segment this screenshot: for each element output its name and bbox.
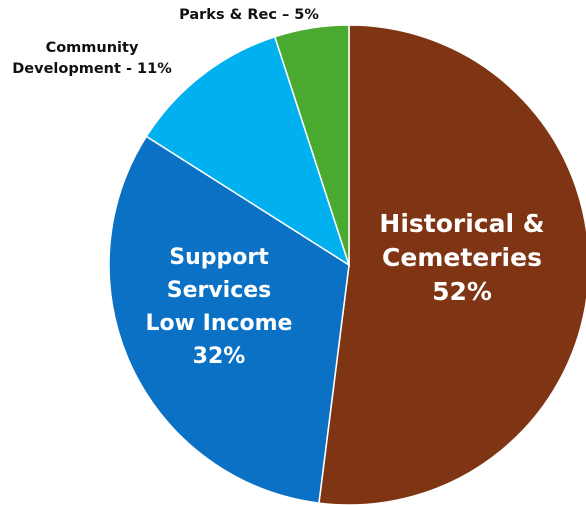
pie-labels: Historical & Cemeteries 52% Support Services… [12, 7, 544, 369]
pie-slice-historical-cemeteries [318, 24, 586, 505]
pie-slice-parks-rec [273, 24, 350, 266]
slice-label-line: Services [167, 278, 272, 303]
slice-label-line: 32% [193, 344, 246, 369]
slice-label-historical-cemeteries: Historical & Cemeteries 52% [379, 209, 544, 306]
slice-label-parks-rec: Parks & Rec – 5% [179, 7, 319, 23]
slice-label-line: Development - 11% [12, 61, 172, 77]
slice-label-line: Parks & Rec – 5% [179, 7, 319, 23]
slice-label-line: Support [169, 245, 269, 270]
slice-label-line: Historical & [379, 209, 544, 238]
slice-label-line: 52% [432, 277, 492, 306]
pie-slice-community-development [145, 35, 351, 267]
pie-slice-support-services-low-income [108, 135, 350, 504]
slice-label-community-development: Community Development - 11% [12, 40, 172, 77]
slice-label-support-services-low-income: Support Services Low Income 32% [146, 245, 293, 369]
slice-label-line: Cemeteries [382, 243, 542, 272]
slice-label-line: Community [46, 40, 139, 56]
pie-slices [108, 24, 586, 505]
slice-label-line: Low Income [146, 311, 293, 336]
